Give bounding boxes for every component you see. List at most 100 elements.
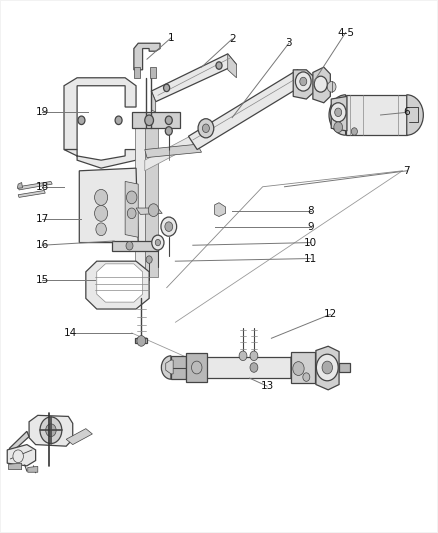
Text: 7: 7 bbox=[403, 166, 410, 176]
Circle shape bbox=[127, 208, 136, 219]
Polygon shape bbox=[331, 96, 347, 131]
Bar bbox=[291, 352, 315, 383]
Circle shape bbox=[293, 362, 304, 375]
Circle shape bbox=[335, 108, 342, 117]
Polygon shape bbox=[145, 107, 245, 171]
Circle shape bbox=[314, 76, 327, 92]
Circle shape bbox=[40, 417, 62, 443]
Text: 2: 2 bbox=[229, 34, 235, 44]
Polygon shape bbox=[64, 78, 136, 150]
Polygon shape bbox=[112, 241, 158, 251]
Text: 12: 12 bbox=[324, 309, 337, 319]
Polygon shape bbox=[132, 112, 180, 128]
Circle shape bbox=[351, 128, 357, 135]
Circle shape bbox=[330, 103, 346, 122]
Text: 6: 6 bbox=[403, 107, 410, 117]
Text: 3: 3 bbox=[286, 38, 292, 48]
Wedge shape bbox=[161, 356, 171, 379]
Circle shape bbox=[95, 189, 108, 205]
Polygon shape bbox=[28, 466, 38, 472]
Polygon shape bbox=[228, 54, 237, 78]
Circle shape bbox=[146, 256, 152, 263]
Circle shape bbox=[327, 82, 336, 92]
Circle shape bbox=[198, 119, 214, 138]
Circle shape bbox=[127, 191, 137, 204]
Text: 17: 17 bbox=[35, 214, 49, 224]
Polygon shape bbox=[136, 208, 162, 214]
Circle shape bbox=[322, 361, 332, 374]
Text: 19: 19 bbox=[35, 107, 49, 117]
Circle shape bbox=[152, 235, 164, 250]
Text: 15: 15 bbox=[35, 275, 49, 285]
Polygon shape bbox=[151, 91, 155, 112]
Circle shape bbox=[334, 122, 343, 133]
Polygon shape bbox=[151, 54, 237, 102]
Circle shape bbox=[165, 222, 173, 231]
Text: 1: 1 bbox=[168, 33, 174, 43]
Circle shape bbox=[46, 424, 56, 437]
Polygon shape bbox=[17, 182, 22, 188]
Circle shape bbox=[95, 205, 108, 221]
Wedge shape bbox=[291, 357, 300, 378]
Polygon shape bbox=[125, 181, 138, 237]
Polygon shape bbox=[86, 261, 149, 309]
Polygon shape bbox=[66, 429, 92, 445]
Polygon shape bbox=[188, 70, 306, 150]
Circle shape bbox=[250, 351, 258, 361]
Circle shape bbox=[250, 363, 258, 372]
Bar bbox=[186, 357, 291, 378]
Circle shape bbox=[148, 204, 159, 216]
Text: 8: 8 bbox=[307, 206, 314, 216]
Bar bbox=[346, 95, 407, 135]
Polygon shape bbox=[134, 43, 160, 70]
Polygon shape bbox=[18, 181, 52, 190]
Polygon shape bbox=[97, 264, 143, 302]
Text: 9: 9 bbox=[307, 222, 314, 232]
Polygon shape bbox=[29, 415, 73, 446]
Circle shape bbox=[163, 84, 170, 92]
Polygon shape bbox=[313, 67, 330, 103]
Circle shape bbox=[316, 354, 338, 381]
Text: 4-5: 4-5 bbox=[337, 28, 354, 38]
Polygon shape bbox=[7, 445, 35, 466]
Circle shape bbox=[202, 124, 209, 133]
Bar bbox=[186, 353, 207, 382]
Circle shape bbox=[145, 115, 153, 126]
Polygon shape bbox=[145, 128, 158, 277]
Polygon shape bbox=[166, 360, 173, 374]
Circle shape bbox=[78, 116, 85, 125]
Circle shape bbox=[161, 217, 177, 236]
Polygon shape bbox=[18, 190, 45, 197]
Wedge shape bbox=[407, 95, 424, 135]
Text: 18: 18 bbox=[35, 182, 49, 192]
Circle shape bbox=[239, 351, 247, 361]
Polygon shape bbox=[293, 70, 315, 99]
Text: 10: 10 bbox=[304, 238, 317, 247]
Circle shape bbox=[137, 336, 146, 346]
Text: 13: 13 bbox=[261, 381, 274, 391]
Circle shape bbox=[155, 239, 160, 246]
Polygon shape bbox=[135, 338, 148, 343]
Polygon shape bbox=[145, 144, 201, 158]
Polygon shape bbox=[64, 150, 136, 168]
Bar bbox=[171, 356, 186, 379]
Polygon shape bbox=[215, 203, 226, 216]
Circle shape bbox=[295, 72, 311, 91]
Polygon shape bbox=[150, 67, 155, 78]
Circle shape bbox=[300, 77, 307, 86]
Circle shape bbox=[165, 127, 172, 135]
Polygon shape bbox=[316, 346, 339, 390]
Wedge shape bbox=[177, 357, 186, 378]
Text: 16: 16 bbox=[35, 240, 49, 250]
Wedge shape bbox=[329, 95, 346, 135]
Text: 11: 11 bbox=[304, 254, 317, 263]
Circle shape bbox=[216, 62, 222, 69]
Polygon shape bbox=[135, 128, 145, 277]
Text: 14: 14 bbox=[64, 328, 77, 338]
Circle shape bbox=[191, 361, 202, 374]
Polygon shape bbox=[10, 431, 29, 453]
Circle shape bbox=[126, 241, 133, 250]
Circle shape bbox=[115, 116, 122, 125]
Bar bbox=[339, 364, 350, 372]
Polygon shape bbox=[79, 168, 138, 243]
